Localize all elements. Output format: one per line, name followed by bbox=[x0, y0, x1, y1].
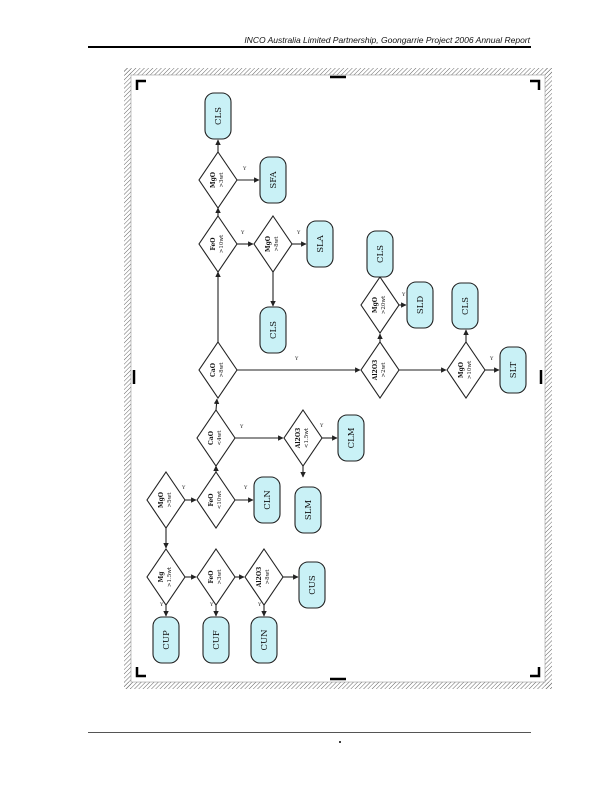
terminal-label: CUN bbox=[260, 629, 270, 651]
decision-condition: <10wt bbox=[217, 490, 223, 509]
decision-label: MgO bbox=[372, 297, 379, 313]
edge-label-yes: Y bbox=[401, 292, 406, 298]
decision-d-mgo-sld: MgO >20wt bbox=[360, 276, 400, 334]
terminal-label: CUP bbox=[162, 630, 172, 650]
terminal-label: CLS bbox=[461, 297, 471, 315]
decision-label: CaO bbox=[210, 363, 217, 377]
footer-rule bbox=[88, 732, 531, 733]
terminal-label: CLS bbox=[214, 107, 224, 125]
terminal-t-slt: SLT bbox=[499, 346, 527, 394]
decision-label: Al2O3 bbox=[372, 360, 379, 382]
decision-condition: >3wt bbox=[217, 569, 223, 585]
edge-label-yes: Y bbox=[294, 356, 299, 362]
terminal-t-cun: CUN bbox=[250, 616, 278, 664]
edge-label-yes: Y bbox=[242, 166, 247, 172]
terminal-label: CLS bbox=[269, 321, 279, 339]
decision-label: MgO bbox=[458, 362, 465, 378]
decision-label: Mg bbox=[158, 571, 165, 583]
decision-d-feo-up: FeO >10wt bbox=[198, 215, 238, 273]
terminal-t-clm: CLM bbox=[337, 414, 365, 462]
edge-label-yes: Y bbox=[296, 230, 301, 236]
flowchart-edges bbox=[163, 139, 500, 617]
decision-d-fe: FeO >3wt bbox=[196, 548, 236, 606]
edge-label-yes: Y bbox=[240, 230, 245, 236]
decision-condition: <4wt bbox=[217, 430, 223, 446]
decision-label: CaO bbox=[208, 431, 215, 445]
terminal-label: CUF bbox=[212, 630, 222, 650]
decision-condition: >8wt bbox=[219, 362, 225, 378]
decision-label: FeO bbox=[210, 238, 217, 251]
decision-d-mgo-sfa: MgO >3wt bbox=[198, 151, 238, 209]
decision-label: Al2O3 bbox=[256, 567, 263, 589]
decision-condition: <1.5wt bbox=[304, 427, 310, 448]
decision-label: MgO bbox=[265, 236, 272, 252]
decision-condition: >1.5wt bbox=[167, 566, 173, 587]
decision-d-mgo-sla: MgO >8wt bbox=[253, 215, 293, 273]
decision-label: FeO bbox=[208, 494, 215, 507]
decision-d-al-sl: Al2O3 >2wt bbox=[360, 341, 400, 399]
decision-condition: >2wt bbox=[381, 362, 387, 378]
edge-label-yes: Y bbox=[243, 485, 248, 491]
terminal-label: CLM bbox=[347, 427, 357, 448]
terminal-t-slm: SLM bbox=[294, 486, 322, 534]
edge-cao1-cao2 bbox=[213, 398, 220, 411]
footer-mark bbox=[339, 741, 341, 743]
terminal-label: SLD bbox=[416, 296, 426, 314]
edge-label-yes: Y bbox=[181, 485, 186, 491]
decision-d-al-cu: Al2O3 >8wt bbox=[244, 548, 284, 606]
edge-label-yes: Y bbox=[257, 602, 262, 608]
decision-label: MgO bbox=[158, 492, 165, 508]
terminal-label: CLS bbox=[376, 245, 386, 263]
diagram-frame bbox=[124, 68, 552, 689]
page-header: INCO Australia Limited Partnership, Goon… bbox=[244, 35, 530, 45]
decision-condition: >10wt bbox=[467, 360, 473, 379]
edge-label-yes: Y bbox=[159, 602, 164, 608]
decision-d-feo-mid: FeO <10wt bbox=[196, 471, 236, 529]
edge-label-yes: Y bbox=[239, 424, 244, 430]
decision-label: FeO bbox=[208, 571, 215, 584]
terminal-label: CUS bbox=[308, 575, 318, 595]
terminal-t-sfa: SFA bbox=[259, 156, 287, 204]
decision-condition: >8wt bbox=[265, 569, 271, 585]
terminal-label: SFA bbox=[269, 171, 279, 189]
terminal-t-cls-slt: CLS bbox=[451, 282, 479, 330]
edge-label-yes: Y bbox=[489, 356, 494, 362]
terminal-t-cln: CLN bbox=[253, 476, 281, 524]
terminal-label: CLN bbox=[263, 490, 273, 510]
decision-d-cao1: CaO <4wt bbox=[196, 409, 236, 467]
terminal-t-sla: SLA bbox=[306, 220, 334, 268]
decision-d-mg: Mg >1.5wt bbox=[146, 548, 186, 606]
decision-d-al-clm: Al2O3 <1.5wt bbox=[283, 409, 323, 467]
terminal-t-cls-top: CLS bbox=[204, 92, 232, 140]
decision-d-mgo-slt: MgO >10wt bbox=[446, 341, 486, 399]
edge-labels: Y Y Y Y Y Y Y Y Y Y Y Y Y bbox=[159, 166, 494, 608]
terminal-t-sld: SLD bbox=[406, 281, 434, 329]
decision-condition: >3wt bbox=[219, 172, 225, 188]
terminal-t-cls-sld: CLS bbox=[366, 230, 394, 278]
decision-d-mgo-top: MgO >5wt bbox=[146, 471, 186, 529]
terminal-t-cuf: CUF bbox=[202, 616, 230, 664]
terminal-label: SLT bbox=[509, 361, 519, 378]
decision-label: Al2O3 bbox=[295, 428, 302, 450]
edge-label-yes: Y bbox=[319, 423, 324, 429]
edge-label-yes: Y bbox=[209, 602, 214, 608]
decision-condition: >20wt bbox=[381, 295, 387, 314]
decision-label: MgO bbox=[210, 172, 217, 188]
decision-d-cao2: CaO >8wt bbox=[198, 341, 238, 399]
terminal-t-cls-mid: CLS bbox=[259, 306, 287, 354]
terminal-t-cus: CUS bbox=[298, 561, 326, 609]
decision-condition: >5wt bbox=[167, 492, 173, 508]
terminal-label: SLA bbox=[316, 234, 326, 252]
decision-condition: >8wt bbox=[274, 236, 280, 252]
terminal-label: SLM bbox=[304, 500, 314, 520]
header-rule bbox=[88, 46, 531, 48]
terminal-t-cup: CUP bbox=[152, 616, 180, 664]
decision-condition: >10wt bbox=[219, 234, 225, 253]
